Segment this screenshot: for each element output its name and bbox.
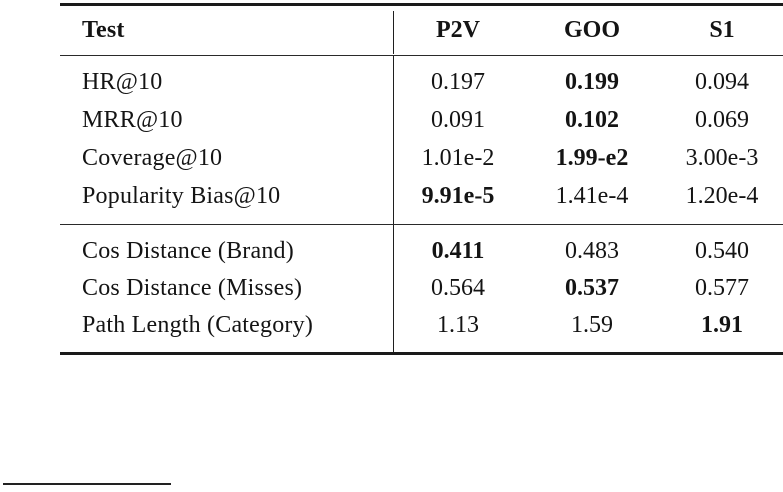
metric-value: 0.540 [695, 238, 749, 265]
footnote-rule [3, 483, 171, 485]
table-header-row: Test P2V GOO S1 [60, 6, 783, 55]
column-header-goo: GOO [563, 16, 620, 43]
metric-label: Path Length (Category) [82, 312, 314, 339]
metric-value: 1.41e-4 [555, 183, 629, 210]
table-row: Cos Distance (Brand) 0.411 0.483 0.540 [60, 233, 783, 270]
table-section-distance-metrics: Cos Distance (Brand) 0.411 0.483 0.540 C… [60, 225, 783, 353]
table-bottom-rule [60, 352, 783, 355]
metric-label: Popularity Bias@10 [82, 183, 281, 210]
metric-value: 0.564 [431, 275, 485, 302]
table-section-ranking-metrics: HR@10 0.197 0.199 0.094 MRR@10 0.091 0.1… [60, 55, 783, 224]
column-header-p2v: P2V [436, 16, 480, 43]
results-table: Test P2V GOO S1 HR@10 0.197 0.199 0.094 … [60, 3, 783, 355]
metric-value: 1.01e-2 [421, 145, 495, 172]
metric-label: MRR@10 [82, 107, 183, 134]
metric-value: 1.20e-4 [685, 183, 759, 210]
column-header-test: Test [82, 16, 125, 43]
metric-value: 0.091 [431, 107, 485, 134]
metric-value: 3.00e-3 [685, 145, 759, 172]
table-row: MRR@10 0.091 0.102 0.069 [60, 102, 783, 140]
metric-value: 0.197 [431, 69, 485, 96]
metric-value: 0.069 [695, 107, 749, 134]
table-top-rule [60, 3, 783, 6]
table-row: Popularity Bias@10 9.91e-5 1.41e-4 1.20e… [60, 178, 783, 216]
metric-label: Cos Distance (Brand) [82, 238, 294, 265]
metric-value: 9.91e-5 [421, 183, 495, 210]
metric-value: 1.91 [701, 312, 743, 339]
metric-value: 1.59 [571, 312, 613, 339]
metric-value: 1.13 [437, 312, 479, 339]
metric-value: 1.99-e2 [555, 145, 629, 172]
table-row: HR@10 0.197 0.199 0.094 [60, 64, 783, 102]
column-separator-line [393, 55, 395, 224]
column-separator-line [393, 225, 395, 353]
table-row: Coverage@10 1.01e-2 1.99-e2 3.00e-3 [60, 140, 783, 178]
metric-value: 0.577 [695, 275, 749, 302]
metric-label: HR@10 [82, 69, 163, 96]
table-row: Cos Distance (Misses) 0.564 0.537 0.577 [60, 270, 783, 307]
section-separator-rule [60, 223, 783, 226]
header-separator-rule [60, 54, 783, 56]
metric-value: 0.483 [565, 238, 619, 265]
table-row: Path Length (Category) 1.13 1.59 1.91 [60, 307, 783, 344]
column-header-s1: S1 [709, 16, 735, 43]
metric-label: Coverage@10 [82, 145, 223, 172]
metric-label: Cos Distance (Misses) [82, 275, 303, 302]
metric-value: 0.537 [565, 275, 619, 302]
metric-value: 0.102 [565, 107, 619, 134]
metric-value: 0.094 [695, 69, 749, 96]
column-separator-line [393, 10, 395, 54]
metric-value: 0.199 [565, 69, 619, 96]
metric-value: 0.411 [431, 238, 485, 265]
